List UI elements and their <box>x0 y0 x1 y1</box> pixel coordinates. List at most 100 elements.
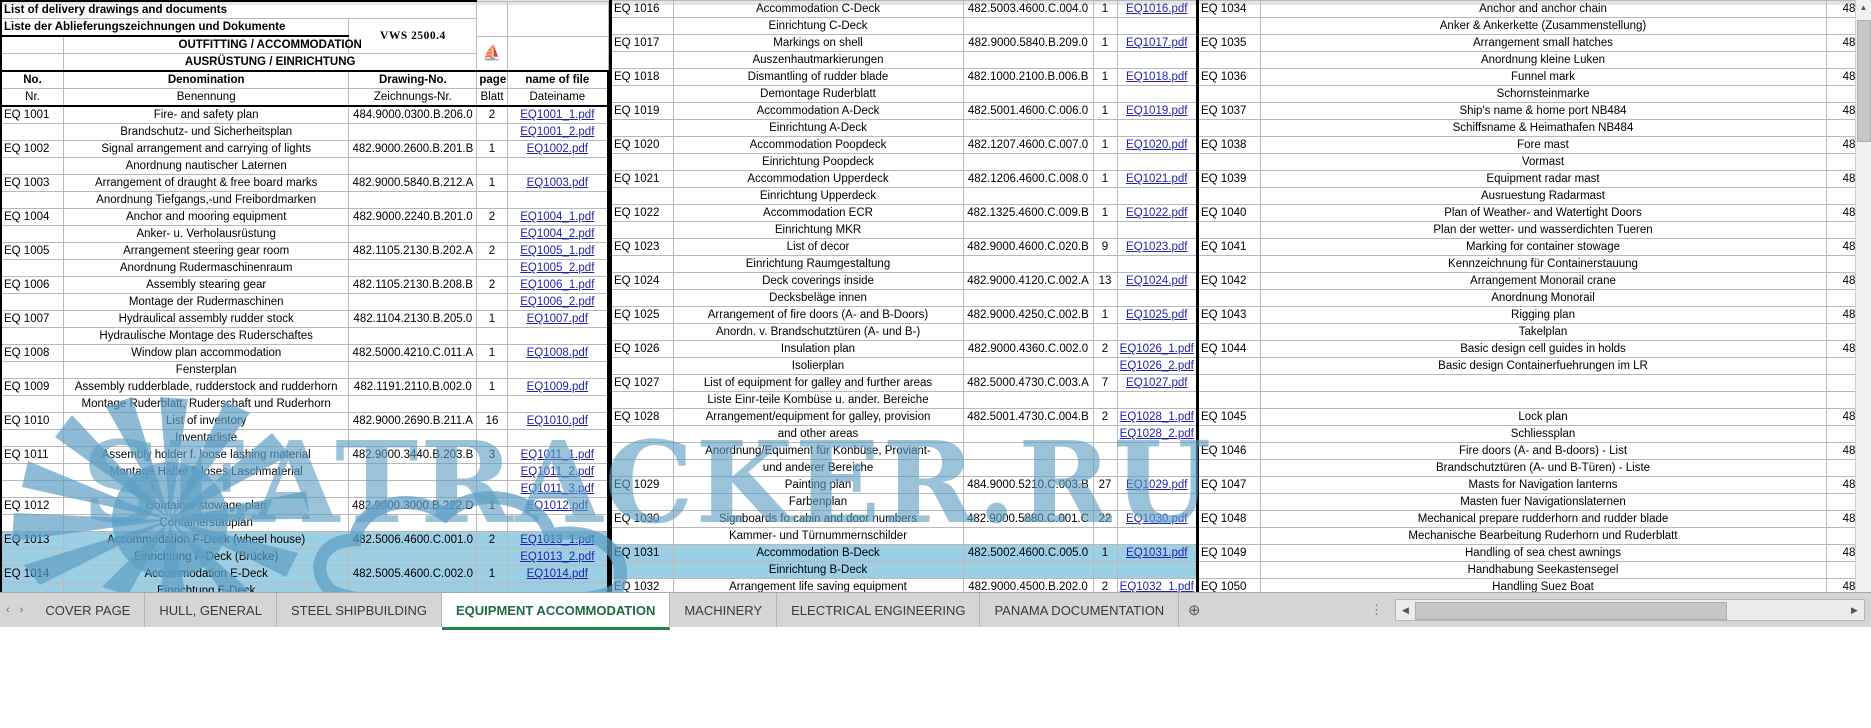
triangle-left-icon[interactable]: ◀ <box>1402 604 1409 615</box>
cell-denomination[interactable]: Isolierplan <box>672 357 964 375</box>
cell-page-count[interactable] <box>476 225 508 243</box>
table-row[interactable]: Kennzeichnung für Containerstauung <box>1197 255 1871 273</box>
cell-denomination[interactable]: Anker & Ankerkette (Zusammenstellung) <box>1259 17 1827 35</box>
table-row[interactable]: EQ 1017 Markings on shell 482.9000.5840.B.… <box>610 34 1196 52</box>
cell-number[interactable] <box>1197 119 1261 137</box>
table-row[interactable]: Hydraulische Montage des Ruderschaftes <box>0 327 609 345</box>
cell-file-name[interactable]: EQ1012.pdf <box>506 497 609 515</box>
cell-drawing-no[interactable]: 484.9000.0300.B.206.0 <box>348 105 478 124</box>
table-row[interactable]: EQ 1027 List of equipment for galley and … <box>610 374 1196 392</box>
cell-denomination[interactable]: Einrichtung C-Deck <box>672 17 964 35</box>
table-row[interactable]: EQ 1047 Masts for Navigation lanterns 48 <box>1197 476 1871 494</box>
cell-drawing-no[interactable] <box>348 191 478 209</box>
cell-denomination[interactable]: Brandschutz- und Sicherheitsplan <box>62 123 350 141</box>
table-row[interactable]: Anker- u. Verholausrüstung EQ1004_2.pdf <box>0 225 609 243</box>
table-row[interactable]: Anordnung Tiefgangs,-und Freibordmarken <box>0 191 609 209</box>
horizontal-scroll-track[interactable] <box>1415 601 1845 620</box>
table-row[interactable]: EQ 1028 Arrangement/equipment for galley,… <box>610 408 1196 426</box>
cell-drawing-no[interactable]: 482.9000.3000.B.222.D <box>348 497 478 515</box>
sheet-tabs[interactable]: COVER PAGE HULL, GENERAL STEEL SHIPBUILDIN… <box>31 593 1180 630</box>
cell-page-count[interactable]: 2 <box>476 531 508 549</box>
table-row[interactable]: EQ 1004 Anchor and mooring equipment 482.9… <box>0 208 609 226</box>
cell-denomination[interactable] <box>1259 374 1827 392</box>
cell-drawing-no[interactable] <box>962 289 1094 307</box>
pdf-link[interactable]: EQ1006_2.pdf <box>520 295 595 308</box>
cell-denomination[interactable] <box>1259 391 1827 409</box>
cell-denomination[interactable]: Insulation plan <box>672 340 964 358</box>
cell-number[interactable] <box>1197 561 1261 579</box>
cell-denomination[interactable]: Mechanical prepare rudderhorn and rudder… <box>1259 510 1827 528</box>
cell-denomination[interactable]: Accommodation C-Deck <box>672 0 964 18</box>
cell-denomination[interactable]: Einrichtung Poopdeck <box>672 153 964 171</box>
table-row[interactable]: EQ 1003 Arrangement of draught & free boa… <box>0 174 609 192</box>
cell-page-count[interactable] <box>1092 493 1118 511</box>
sheet-tab-cover-page[interactable]: COVER PAGE <box>31 593 146 627</box>
cell-denomination[interactable]: Anchor and mooring equipment <box>62 208 350 226</box>
pdf-link[interactable]: EQ1008.pdf <box>526 346 588 359</box>
cell-page-count[interactable] <box>476 429 508 447</box>
cell-denomination[interactable]: Einrichtung Raumgestaltung <box>672 255 964 273</box>
cell-number[interactable]: EQ 1031 <box>610 544 674 562</box>
cell-denomination[interactable]: Dismantling of rudder blade <box>672 68 964 86</box>
cell-denomination[interactable]: Fire- and safety plan <box>62 105 350 124</box>
cell-drawing-no[interactable]: 482.9000.2240.B.201.0 <box>348 208 478 226</box>
cell-page-count[interactable]: 2 <box>476 242 508 260</box>
cell-file-name[interactable]: EQ1011_1.pdf <box>506 446 609 464</box>
table-row[interactable]: Anordnung nautischer Laternen <box>0 157 609 175</box>
cell-number[interactable]: EQ 1008 <box>0 344 64 362</box>
table-row[interactable]: Einrichtung F-Deck (Brücke) EQ1013_2.pdf <box>0 548 609 566</box>
pdf-link[interactable]: EQ1016.pdf <box>1126 2 1188 15</box>
pdf-link[interactable]: EQ1011_1.pdf <box>520 448 594 461</box>
add-sheet-button[interactable]: ⊕ <box>1187 602 1201 619</box>
cell-number[interactable] <box>1197 323 1261 341</box>
cell-drawing-no[interactable]: 482.9000.5840.B.209.0 <box>962 34 1094 52</box>
cell-page-count[interactable] <box>476 582 508 592</box>
cell-denomination[interactable]: Lock plan <box>1259 408 1827 426</box>
cell-number[interactable] <box>0 582 64 592</box>
cell-number[interactable] <box>610 493 674 511</box>
cell-file-name[interactable]: EQ1027.pdf <box>1116 374 1196 392</box>
table-row[interactable]: EQ 1037 Ship's name & home port NB484 48 <box>1197 102 1871 120</box>
scroll-up-icon[interactable]: ▲ <box>1859 3 1868 12</box>
pdf-link[interactable]: EQ1031.pdf <box>1126 546 1188 559</box>
cell-drawing-no[interactable] <box>348 429 478 447</box>
cell-denomination[interactable]: Assembly stearing gear <box>62 276 350 294</box>
cell-number[interactable]: EQ 1032 <box>610 578 674 592</box>
cell-drawing-no[interactable] <box>962 357 1094 375</box>
pdf-link[interactable]: EQ1014.pdf <box>526 567 588 580</box>
cell-file-name[interactable]: EQ1014.pdf <box>506 565 609 583</box>
cell-denomination[interactable]: Montage Halter f. loses Laschmaterial <box>62 463 350 481</box>
cell-number[interactable]: EQ 1018 <box>610 68 674 86</box>
table-row[interactable]: Montage Ruderblatt, Ruderschaft und Rude… <box>0 395 609 413</box>
cell-number[interactable]: EQ 1045 <box>1197 408 1261 426</box>
cell-drawing-no[interactable]: 482.9000.4250.C.002.B <box>962 306 1094 324</box>
cell-page-count[interactable] <box>1092 85 1118 103</box>
cell-drawing-no[interactable] <box>348 293 478 311</box>
cell-denomination[interactable]: List of decor <box>672 238 964 256</box>
cell-page-count[interactable]: 2 <box>476 208 508 226</box>
table-row[interactable]: EQ 1034 Anchor and anchor chain 48 <box>1197 0 1871 18</box>
cell-denomination[interactable]: and other areas <box>672 425 964 443</box>
table-row[interactable]: Inventarliste <box>0 429 609 447</box>
cell-page-count[interactable]: 1 <box>1092 34 1118 52</box>
cell-file-name[interactable]: EQ1021.pdf <box>1116 170 1196 188</box>
cell-denomination[interactable]: Decksbeläge innen <box>672 289 964 307</box>
cell-number[interactable] <box>610 561 674 579</box>
cell-denomination[interactable]: Einrichtung B-Deck <box>672 561 964 579</box>
cell-denomination[interactable]: Handling of sea chest awnings <box>1259 544 1827 562</box>
cell-number[interactable]: EQ 1041 <box>1197 238 1261 256</box>
table-row[interactable]: Anordnung/Equiment für Konbüse, Proviant… <box>610 442 1196 460</box>
cell-file-name[interactable]: EQ1008.pdf <box>506 344 609 362</box>
cell-drawing-no[interactable] <box>348 225 478 243</box>
cell-file-name[interactable]: EQ1025.pdf <box>1116 306 1196 324</box>
table-row[interactable] <box>1197 391 1871 409</box>
cell-drawing-no[interactable] <box>962 221 1094 239</box>
cell-number[interactable]: EQ 1016 <box>610 0 674 18</box>
cell-drawing-no[interactable] <box>962 561 1094 579</box>
cell-number[interactable] <box>610 255 674 273</box>
cell-denomination[interactable]: Mechanische Bearbeitung Ruderhorn und Ru… <box>1259 527 1827 545</box>
cell-denomination[interactable]: Hydraulical assembly rudder stock <box>62 310 350 328</box>
cell-drawing-no[interactable] <box>962 391 1094 409</box>
table-row[interactable]: Schiffsname & Heimathafen NB484 <box>1197 119 1871 137</box>
tabbar-right-controls[interactable]: ⋮ ◀ ▶ <box>1360 593 1871 627</box>
